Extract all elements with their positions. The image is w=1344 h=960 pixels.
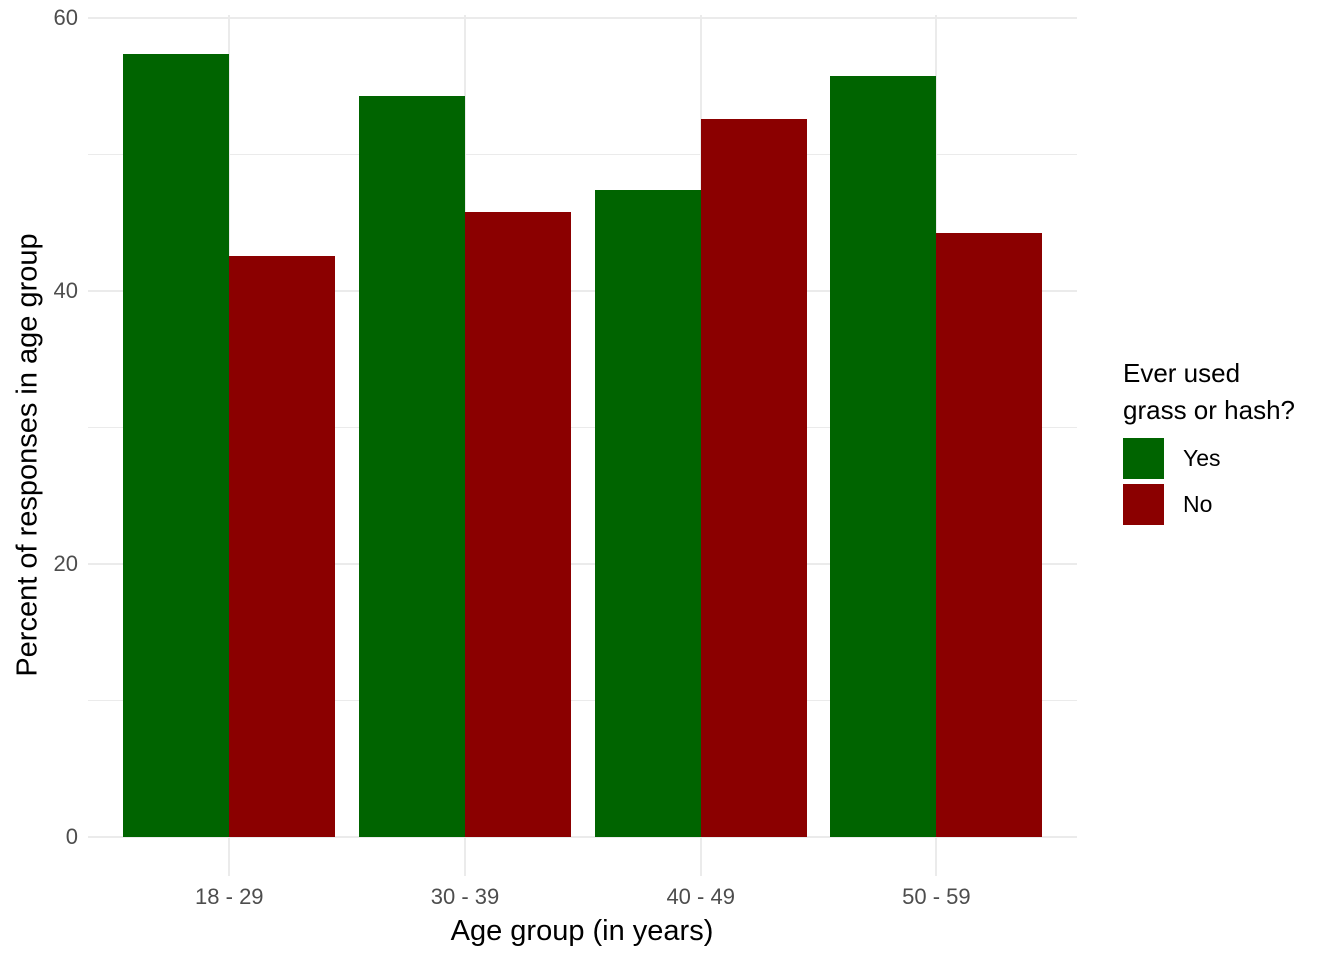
- y-tick-label-0: 0: [65, 824, 78, 849]
- y-tick-label-40: 40: [53, 278, 78, 304]
- legend-title-line2: grass or hash?: [1123, 395, 1295, 425]
- x-tick-label-1: 30 - 39: [430, 884, 500, 909]
- legend-entry-no: No: [1123, 484, 1295, 525]
- bar-no-0: [229, 255, 336, 837]
- legend-swatch-yes: [1123, 438, 1164, 479]
- x-axis-title: Age group (in years): [450, 915, 714, 947]
- gridline-major-y-20: [88, 563, 1077, 566]
- legend-title: Ever used grass or hash?: [1123, 355, 1295, 429]
- legend-swatch-no: [1123, 484, 1164, 525]
- legend: Ever used grass or hash? Yes No: [1123, 355, 1295, 530]
- gridline-minor-y-30: [88, 427, 1077, 429]
- bar-yes-0: [123, 53, 230, 837]
- legend-keys: Yes No: [1123, 438, 1295, 525]
- x-tick-label-2: 40 - 49: [666, 884, 735, 909]
- y-tick-label-60: 60: [53, 5, 78, 31]
- gridline-major-y-40: [88, 290, 1077, 293]
- bar-no-3: [936, 232, 1043, 837]
- x-tick-label-3: 50 - 59: [902, 884, 971, 909]
- bar-no-2: [700, 119, 807, 837]
- legend-label-yes: Yes: [1183, 445, 1221, 471]
- bar-yes-1: [359, 96, 465, 837]
- legend-entry-yes: Yes: [1123, 438, 1295, 479]
- x-tick-label-0: 18 - 29: [195, 884, 264, 909]
- legend-label-no: No: [1183, 491, 1213, 517]
- gridline-minor-y-10: [88, 700, 1077, 702]
- gridline-minor-y-50: [88, 154, 1077, 156]
- gridline-major-y-60: [88, 17, 1077, 20]
- bar-yes-2: [594, 190, 701, 837]
- legend-title-line1: Ever used: [1123, 358, 1241, 388]
- gridline-major-y-0: [88, 836, 1077, 838]
- bar-no-1: [465, 212, 571, 837]
- y-tick-label-20: 20: [53, 551, 78, 577]
- bar-yes-3: [830, 75, 937, 837]
